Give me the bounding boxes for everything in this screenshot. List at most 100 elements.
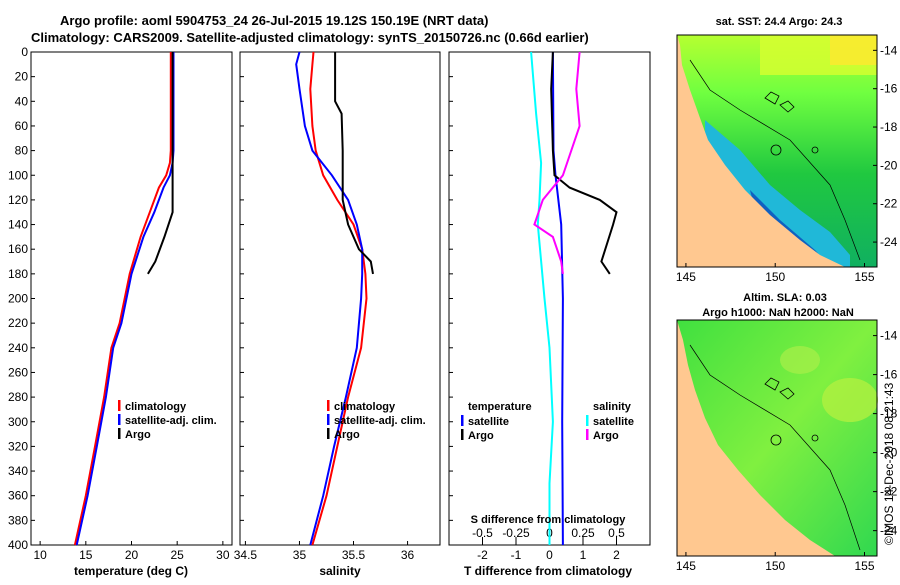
imos-watermark: ©IMOS 14-Dec-2018 08:21:43: [882, 382, 896, 545]
difference-series: [530, 51, 618, 546]
legend-label-s-satellite: satellite: [593, 416, 634, 428]
x-tick-label: 10: [33, 548, 47, 562]
series-line-t-argo: [550, 51, 618, 275]
y-tick-label: 340: [8, 464, 28, 478]
x-tick-label: -2: [477, 548, 488, 562]
salinity-legend: climatology satellite-adj. clim. Argo: [327, 400, 426, 441]
y-tick-label: 240: [8, 341, 28, 355]
map-x-tick-label: 155: [854, 559, 874, 573]
y-tick-label: 280: [8, 390, 28, 404]
legend-swatch-s-argo: [586, 429, 589, 440]
map-y-tick-label: -20: [880, 158, 898, 172]
sst-depth-contour: [689, 59, 861, 261]
difference-x-label: T difference from climatology: [464, 564, 632, 578]
y-tick-label: 140: [8, 218, 28, 232]
legend-swatch-climatology: [118, 400, 121, 411]
sla-map-panel: Altim. SLA: 0.03 Argo h1000: NaN h2000: …: [676, 292, 898, 573]
sla-y-ticks: -14 -16 -18 -20 -22 -24: [873, 329, 898, 538]
sla-reef-marker: [811, 434, 819, 442]
series-line-argo: [334, 52, 374, 275]
y-tick-label: 260: [8, 365, 28, 379]
difference-legend: temperature satellite Argo salinity sate…: [461, 401, 634, 442]
sst-reef-marker: [770, 144, 782, 156]
x-tick-label: 15: [79, 548, 93, 562]
temperature-panel: 0 20 40 60 80 100 120 140 160 180 200 220 240 260 280 3…: [8, 45, 233, 578]
series-line-satellite-adj-clim-: [295, 51, 364, 546]
series-line-argo: [147, 52, 174, 275]
sst-reef-marker: [811, 146, 819, 154]
y-tick-label: 120: [8, 193, 28, 207]
y-tick-label: 60: [15, 119, 29, 133]
s-tick-label: 0.25: [571, 526, 595, 540]
series-line-climatology: [73, 52, 172, 546]
y-tick-label: 200: [8, 292, 28, 306]
legend-label-t-argo: Argo: [468, 430, 494, 442]
sla-high-patch: [822, 378, 878, 422]
legend-label-s-argo: Argo: [593, 430, 619, 442]
sla-map-frame: [676, 319, 878, 557]
legend-swatch-argo: [327, 428, 330, 439]
map-x-tick-label: 145: [676, 270, 696, 284]
y-tick-label: 400: [8, 538, 28, 552]
sla-reef-outline: [764, 377, 795, 400]
sst-map-panel: sat. SST: 24.4 Argo: 24.3 -14 -16 -18 -20 -2…: [676, 16, 898, 284]
y-tick-label: 380: [8, 513, 28, 527]
temperature-x-label: temperature (deg C): [74, 564, 188, 578]
legend-title-temperature: temperature: [468, 401, 532, 413]
legend-title-salinity: salinity: [593, 401, 632, 413]
legend-label-t-satellite: satellite: [468, 416, 509, 428]
y-tick-label: 0: [21, 45, 28, 59]
x-tick-label: 35: [293, 548, 307, 562]
salinity-plot-frame: [239, 51, 441, 546]
sst-map-title: sat. SST: 24.4 Argo: 24.3: [716, 16, 843, 28]
difference-s-ticks: -0.5 -0.25 0 0.25 0.5: [472, 526, 625, 545]
series-line-s-satellite: [530, 51, 554, 545]
difference-plot-frame: [448, 51, 651, 546]
legend-label-argo: Argo: [125, 429, 151, 441]
difference-y-ticks: [449, 51, 453, 546]
salinity-panel: 34.5 35 35.5 36 climatology satellite-adj. …: [234, 51, 441, 578]
legend-swatch-satellite: [327, 414, 330, 425]
map-x-tick-label: 155: [854, 270, 874, 284]
temperature-y-ticks: 0 20 40 60 80 100 120 140 160 180 200 220 240 260 280 3…: [8, 45, 35, 552]
map-y-tick-label: -18: [880, 407, 898, 421]
legend-swatch-s-satellite: [586, 415, 589, 426]
y-tick-label: 100: [8, 168, 28, 182]
header-line2: Climatology: CARS2009. Satellite-adjuste…: [31, 30, 589, 45]
y-tick-label: 220: [8, 316, 28, 330]
legend-label-satellite: satellite-adj. clim.: [125, 415, 217, 427]
sla-high-patch: [780, 346, 820, 374]
sla-land: [677, 320, 835, 556]
legend-swatch-argo: [118, 428, 121, 439]
x-tick-label: 30: [216, 548, 230, 562]
s-tick-label: 0.5: [608, 526, 625, 540]
legend-label-satellite: satellite-adj. clim.: [334, 415, 426, 427]
map-y-tick-label: -14: [880, 329, 898, 343]
map-y-tick-label: -14: [880, 43, 898, 57]
y-tick-label: 300: [8, 415, 28, 429]
map-y-tick-label: -24: [880, 235, 898, 249]
series-line-climatology: [309, 51, 368, 546]
map-x-tick-label: 150: [765, 559, 785, 573]
sla-map-title-line2: Argo h1000: NaN h2000: NaN: [702, 307, 854, 319]
x-tick-label: 1: [580, 548, 587, 562]
y-tick-label: 320: [8, 439, 28, 453]
salinity-x-ticks: 34.5 35 35.5 36: [234, 541, 415, 562]
x-tick-label: 20: [125, 548, 139, 562]
legend-swatch-satellite: [118, 414, 121, 425]
x-tick-label: 0: [546, 548, 553, 562]
s-tick-label: -0.25: [502, 526, 530, 540]
sst-x-ticks: 145 150 155: [676, 263, 875, 284]
temperature-series: [73, 52, 175, 546]
x-tick-label: 25: [171, 548, 185, 562]
x-tick-label: 2: [613, 548, 620, 562]
legend-label-climatology: climatology: [125, 401, 187, 413]
salinity-y-ticks: [240, 51, 244, 546]
legend-label-argo: Argo: [334, 429, 360, 441]
legend-swatch-t-argo: [461, 429, 464, 440]
y-tick-label: 40: [15, 94, 29, 108]
map-x-tick-label: 150: [765, 270, 785, 284]
legend-label-climatology: climatology: [334, 401, 396, 413]
sla-depth-contour: [689, 344, 861, 551]
